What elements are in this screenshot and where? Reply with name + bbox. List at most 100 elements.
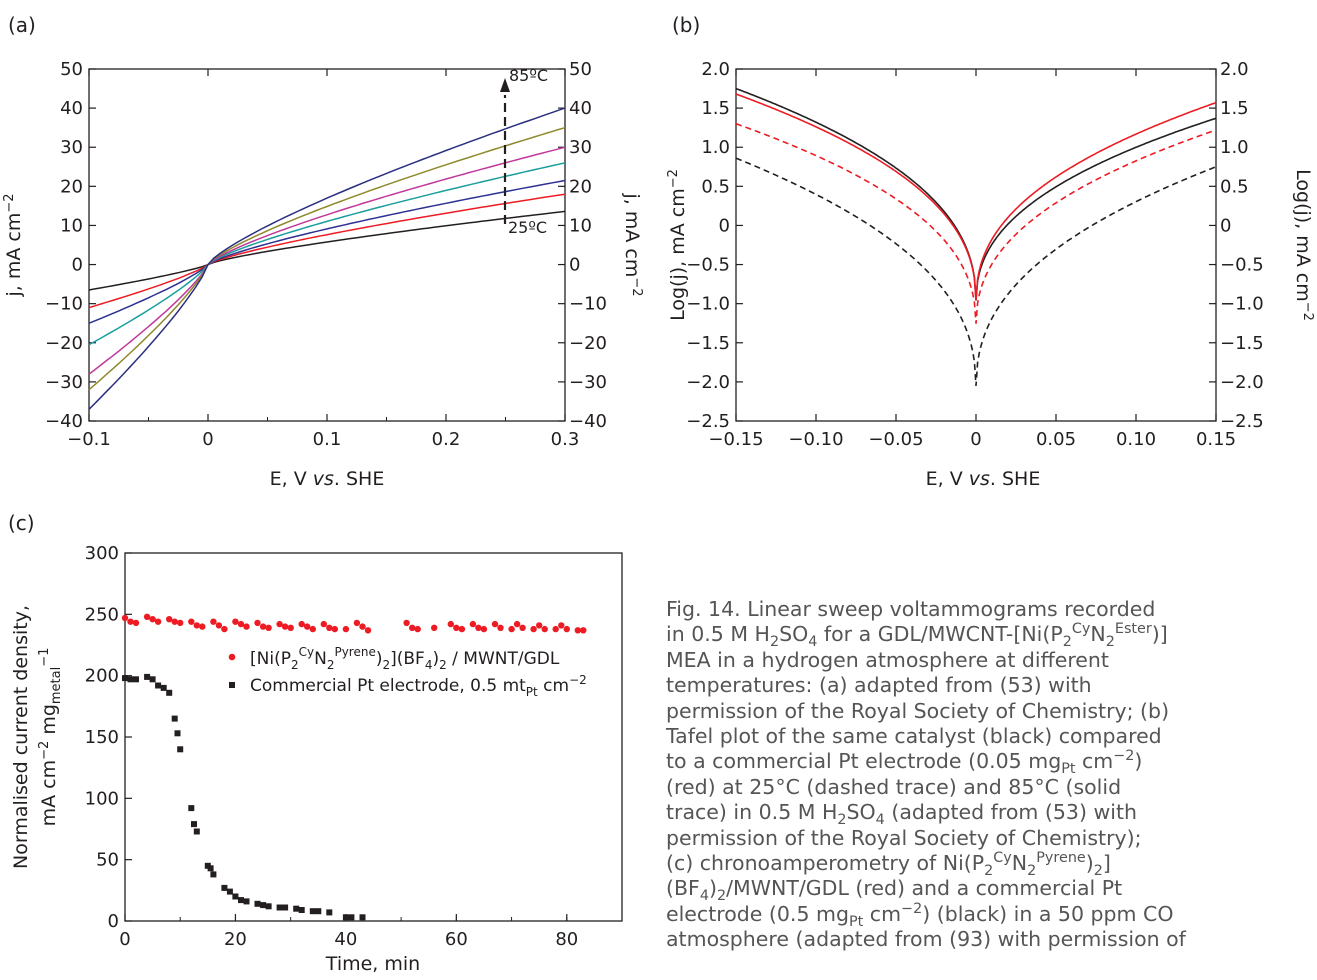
annotation-85c: 85ºC	[509, 66, 548, 85]
y-tick-label-left: 50	[60, 59, 83, 80]
data-point-ni	[276, 620, 283, 628]
data-point-ni	[580, 627, 587, 634]
data-point-ni	[414, 625, 421, 633]
data-point-pt	[149, 676, 156, 683]
data-point-pt	[326, 909, 333, 916]
data-point-ni	[127, 618, 134, 625]
chart-a: (a) −0.1 0 0.1 0.2 0.3 50 50 40 40 30 30 20 20 10 10 0 0…	[2, 13, 644, 490]
y-tick-label-left: 40	[60, 98, 83, 119]
y-tick-label-right: −0.5	[1220, 255, 1264, 276]
data-point-ni	[331, 625, 338, 633]
y-tick-label-left: −10	[45, 294, 83, 315]
legend-marker-black	[229, 682, 235, 688]
data-point-ni	[342, 625, 350, 633]
data-point-pt	[160, 684, 167, 691]
data-point-pt	[309, 908, 316, 915]
data-point-pt	[232, 893, 239, 900]
legend-label-pt: Commercial Pt electrode, 0.5 mtPt cm−2	[250, 673, 587, 699]
data-point-ni	[171, 618, 178, 625]
x-tick-label: 80	[555, 929, 578, 950]
y-axis-label-right-a: j, mA cm−2	[621, 192, 644, 296]
legend-label-ni: [Ni(P2CyN2Pyrene)2](BF4)2 / MWNT/GDL	[250, 645, 560, 672]
y-tick-label-right: 0	[569, 255, 580, 276]
x-tick-label: 0.10	[1116, 429, 1156, 450]
data-point-ni	[237, 620, 245, 628]
data-point-ni	[265, 624, 272, 631]
data-point-ni	[541, 625, 548, 633]
y-tick-label-left: 50	[96, 850, 119, 871]
y-tick-label-left: −1.5	[686, 333, 730, 354]
x-tick-label: −0.1	[67, 429, 111, 450]
data-point-ni	[480, 625, 488, 633]
y-tick-label-right: −1.5	[1220, 333, 1264, 354]
data-point-ni	[508, 625, 515, 633]
x-tick-label: 60	[445, 929, 468, 950]
data-point-ni	[497, 624, 504, 631]
data-point-ni	[403, 619, 410, 627]
data-point-ni	[259, 623, 267, 630]
data-point-pt	[221, 884, 228, 891]
x-tick-label: −0.15	[708, 429, 763, 450]
data-point-ni	[243, 623, 250, 630]
y-tick-label-left: 0	[72, 255, 83, 276]
data-point-pt	[122, 675, 128, 682]
data-point-pt	[315, 908, 322, 915]
data-point-pt	[166, 689, 173, 696]
panel-label-a: (a)	[8, 13, 36, 37]
data-point-pt	[282, 904, 289, 911]
data-point-ni	[353, 619, 361, 627]
data-point-ni	[552, 625, 559, 633]
data-point-ni	[149, 616, 156, 623]
y-tick-label-left: 0	[719, 215, 730, 236]
x-tick-label: 0	[202, 429, 213, 450]
data-point-ni	[513, 620, 521, 628]
data-point-pt	[359, 914, 366, 921]
x-axis-label-c: Time, min	[325, 953, 420, 975]
data-point-pt	[243, 898, 250, 905]
y-tick-label-right: −40	[569, 411, 607, 432]
x-tick-label: 0.1	[313, 429, 342, 450]
data-point-pt	[177, 746, 184, 753]
series-line-a-1	[88, 193, 566, 309]
data-point-pt	[276, 904, 283, 911]
series-line-a-0	[88, 210, 566, 291]
x-tick-label: −0.10	[788, 429, 843, 450]
panel-label-b: (b)	[672, 13, 700, 37]
data-point-ni	[491, 620, 499, 628]
y-tick-label-left: −40	[45, 411, 83, 432]
data-point-ni	[215, 622, 223, 629]
data-point-ni	[232, 618, 239, 625]
data-point-ni	[287, 624, 294, 631]
x-tick-label: 0	[119, 929, 130, 950]
series-line-a-6	[88, 107, 566, 410]
y-tick-label-right: 0.5	[1220, 176, 1249, 197]
y-tick-label-right: 50	[569, 59, 592, 80]
data-point-ni	[309, 625, 316, 633]
data-point-pt	[171, 715, 178, 722]
y-tick-label-right: 30	[569, 137, 592, 158]
data-point-ni	[475, 624, 482, 631]
data-point-ni	[221, 625, 228, 633]
data-point-ni	[326, 624, 333, 631]
data-point-pt	[207, 865, 214, 872]
y-axis-label-right-b: Log(j), mA cm−2	[1292, 169, 1315, 321]
data-point-ni	[193, 622, 200, 629]
y-tick-label-left: 20	[60, 176, 83, 197]
data-point-ni	[447, 620, 454, 628]
data-point-pt	[293, 905, 300, 912]
y-tick-label-left: −1.0	[686, 294, 730, 315]
y-tick-label-right: −20	[569, 333, 607, 354]
data-point-pt	[155, 682, 162, 689]
plot-frame-a	[88, 68, 566, 422]
y-tick-label-right: 1.0	[1220, 137, 1249, 158]
series-line-b-1	[735, 93, 1217, 301]
y-tick-label-left: −30	[45, 372, 83, 393]
data-point-pt	[191, 821, 197, 828]
data-point-ni	[431, 624, 438, 631]
series-line-b-0	[735, 87, 1217, 301]
y-tick-label-left: 250	[85, 604, 119, 625]
data-point-ni	[304, 623, 311, 630]
plot-frame-c	[124, 552, 623, 922]
legend-marker-red	[228, 653, 236, 661]
x-tick-label: 0	[970, 429, 981, 450]
